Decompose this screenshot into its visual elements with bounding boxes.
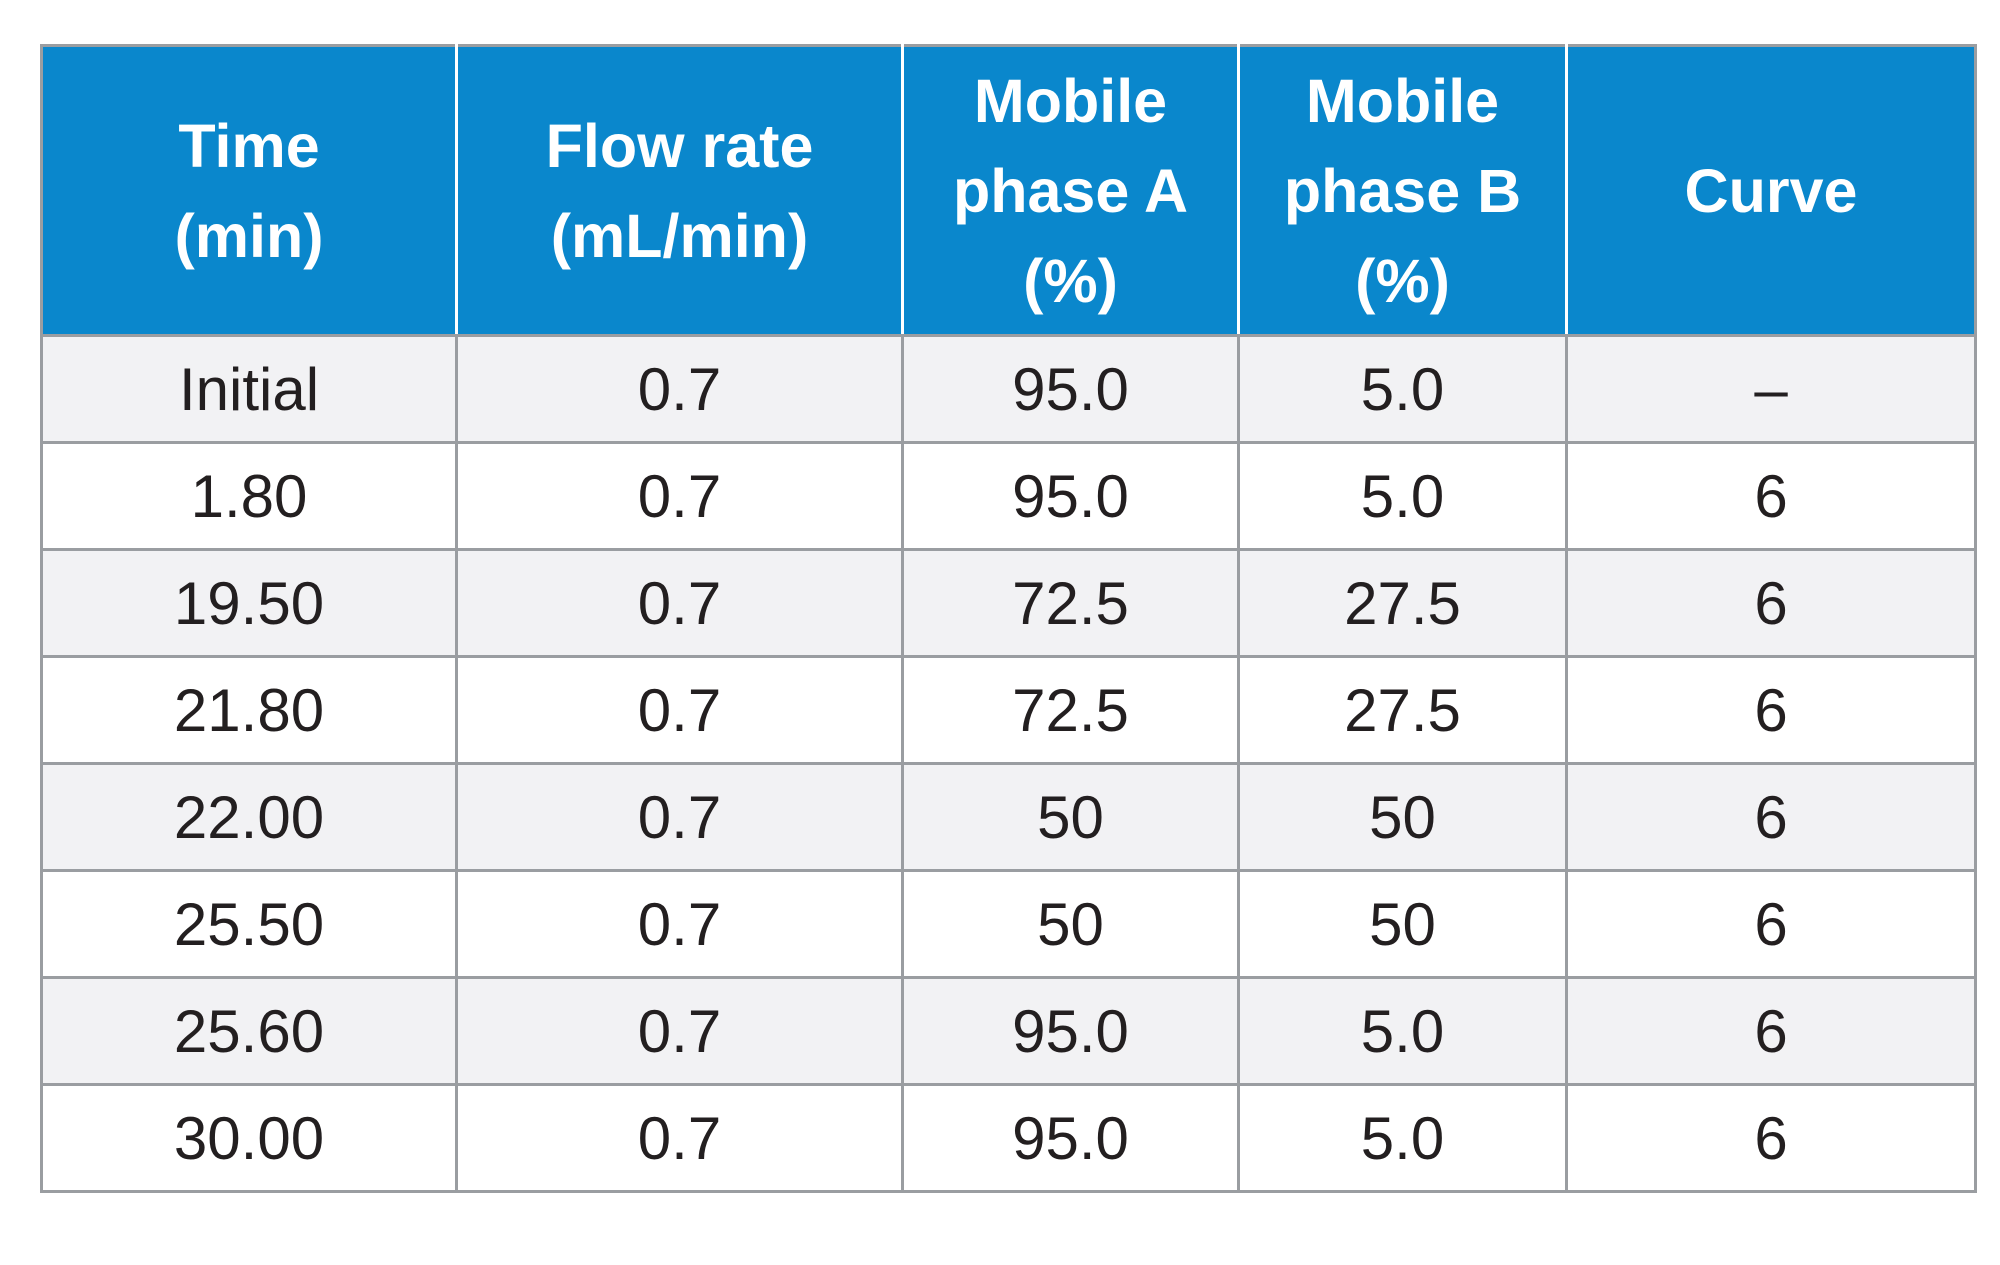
header-time-line-2: (min) [174, 201, 324, 270]
cell-flow-rate: 0.7 [455, 762, 904, 872]
cell-mobile-phase-b: 27.5 [1237, 548, 1568, 658]
cell-mobile-phase-a: 95.0 [901, 976, 1240, 1086]
cell-flow-rate: 0.7 [455, 441, 904, 551]
cell-mobile-phase-a: 50 [901, 869, 1240, 979]
gradient-table: Time (min) Flow rate (mL/min) Mobile pha… [40, 44, 1977, 1193]
header-flow-rate: Flow rate (mL/min) [455, 44, 904, 337]
table-row: 25.50 0.7 50 50 6 [40, 869, 1977, 979]
table-row: 19.50 0.7 72.5 27.5 6 [40, 548, 1977, 658]
cell-mobile-phase-b: 50 [1237, 762, 1568, 872]
header-row: Time (min) Flow rate (mL/min) Mobile pha… [40, 44, 1977, 337]
cell-mobile-phase-b: 50 [1237, 869, 1568, 979]
cell-time: 30.00 [40, 1083, 458, 1193]
header-mobile-phase-a-line-2: phase A [952, 156, 1189, 225]
table-row: 21.80 0.7 72.5 27.5 6 [40, 655, 1977, 765]
header-time: Time (min) [40, 44, 458, 337]
header-flow-rate-line-2: (mL/min) [550, 201, 809, 270]
header-mobile-phase-a-line-1: Mobile [973, 66, 1168, 135]
cell-time: 25.60 [40, 976, 458, 1086]
cell-curve: 6 [1565, 655, 1977, 765]
cell-mobile-phase-a: 72.5 [901, 655, 1240, 765]
header-mobile-phase-a: Mobile phase A (%) [901, 44, 1240, 337]
cell-curve: 6 [1565, 762, 1977, 872]
header-mobile-phase-b: Mobile phase B (%) [1237, 44, 1568, 337]
header-curve-line-1: Curve [1684, 156, 1858, 225]
header-flow-rate-line-1: Flow rate [545, 111, 814, 180]
cell-time: 1.80 [40, 441, 458, 551]
cell-flow-rate: 0.7 [455, 869, 904, 979]
table-row: 22.00 0.7 50 50 6 [40, 762, 1977, 872]
cell-curve: 6 [1565, 976, 1977, 1086]
cell-mobile-phase-a: 95.0 [901, 334, 1240, 444]
cell-time: 21.80 [40, 655, 458, 765]
cell-mobile-phase-b: 5.0 [1237, 334, 1568, 444]
cell-curve: 6 [1565, 1083, 1977, 1193]
header-time-line-1: Time [178, 111, 320, 180]
cell-flow-rate: 0.7 [455, 976, 904, 1086]
header-mobile-phase-b-line-3: (%) [1355, 246, 1450, 315]
cell-flow-rate: 0.7 [455, 655, 904, 765]
cell-mobile-phase-b: 5.0 [1237, 441, 1568, 551]
cell-time: 25.50 [40, 869, 458, 979]
cell-mobile-phase-a: 95.0 [901, 1083, 1240, 1193]
cell-time: 22.00 [40, 762, 458, 872]
header-mobile-phase-a-line-3: (%) [1023, 246, 1118, 315]
table-row: Initial 0.7 95.0 5.0 – [40, 334, 1977, 444]
cell-curve: 6 [1565, 548, 1977, 658]
header-mobile-phase-b-line-2: phase B [1283, 156, 1522, 225]
cell-flow-rate: 0.7 [455, 334, 904, 444]
cell-flow-rate: 0.7 [455, 548, 904, 658]
cell-mobile-phase-b: 27.5 [1237, 655, 1568, 765]
table-row: 30.00 0.7 95.0 5.0 6 [40, 1083, 1977, 1193]
cell-mobile-phase-a: 50 [901, 762, 1240, 872]
table-row: 25.60 0.7 95.0 5.0 6 [40, 976, 1977, 1086]
header-mobile-phase-b-line-1: Mobile [1305, 66, 1500, 135]
cell-curve: – [1565, 334, 1977, 444]
table-row: 1.80 0.7 95.0 5.0 6 [40, 441, 1977, 551]
cell-curve: 6 [1565, 441, 1977, 551]
cell-mobile-phase-a: 95.0 [901, 441, 1240, 551]
cell-curve: 6 [1565, 869, 1977, 979]
cell-mobile-phase-b: 5.0 [1237, 976, 1568, 1086]
header-curve: Curve [1565, 44, 1977, 337]
cell-mobile-phase-a: 72.5 [901, 548, 1240, 658]
gradient-table-container: Time (min) Flow rate (mL/min) Mobile pha… [40, 44, 1977, 1193]
cell-flow-rate: 0.7 [455, 1083, 904, 1193]
cell-time: Initial [40, 334, 458, 444]
cell-time: 19.50 [40, 548, 458, 658]
cell-mobile-phase-b: 5.0 [1237, 1083, 1568, 1193]
